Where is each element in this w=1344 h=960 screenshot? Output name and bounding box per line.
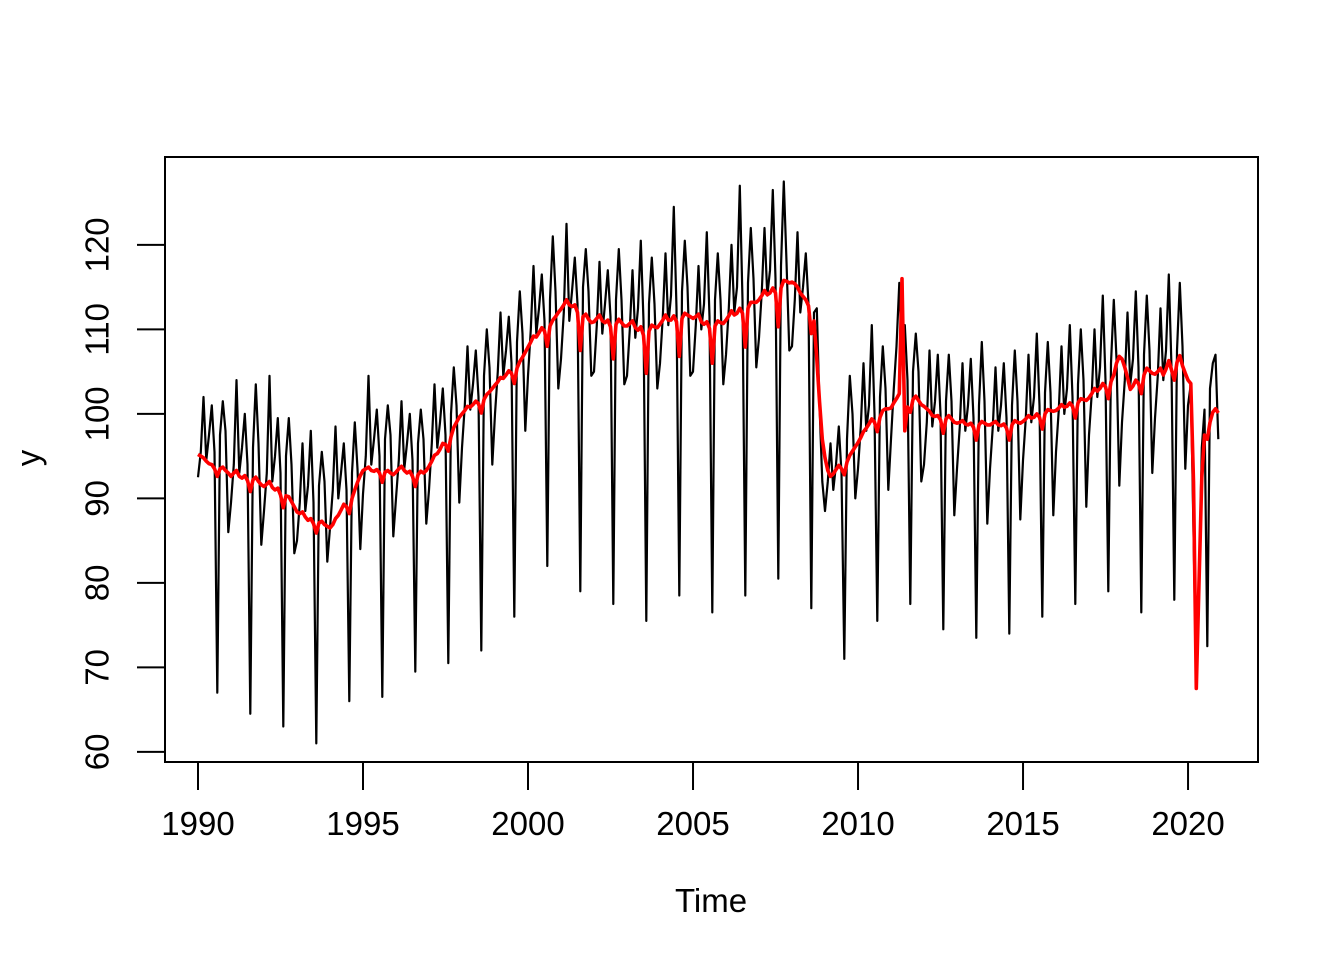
y-tick-label: 120 — [79, 217, 116, 272]
y-tick-label: 90 — [79, 480, 116, 517]
x-axis-title: Time — [675, 882, 747, 919]
series-line-black — [196, 180, 1220, 745]
series-line-red — [197, 276, 1220, 691]
x-tick-label: 2005 — [656, 805, 729, 842]
plot-box — [164, 156, 1259, 763]
y-tick-label: 110 — [79, 303, 116, 356]
x-axis: 1990 1995 2000 2005 2010 2015 2020 — [161, 762, 1225, 842]
y-tick-label: 70 — [79, 649, 116, 686]
y-tick-label: 80 — [79, 565, 116, 602]
x-tick-label: 2010 — [821, 805, 894, 842]
y-axis: 60 70 80 90 100 110 120 — [79, 217, 165, 771]
y-tick-label: 100 — [79, 386, 116, 441]
y-axis-title: y — [10, 449, 47, 466]
x-tick-label: 2020 — [1151, 805, 1224, 842]
x-tick-label: 1995 — [326, 805, 399, 842]
x-tick-label: 2015 — [986, 805, 1059, 842]
x-tick-label: 1990 — [161, 805, 234, 842]
x-tick-label: 2000 — [491, 805, 564, 842]
y-tick-label: 60 — [79, 734, 116, 771]
series-lines — [196, 180, 1220, 745]
